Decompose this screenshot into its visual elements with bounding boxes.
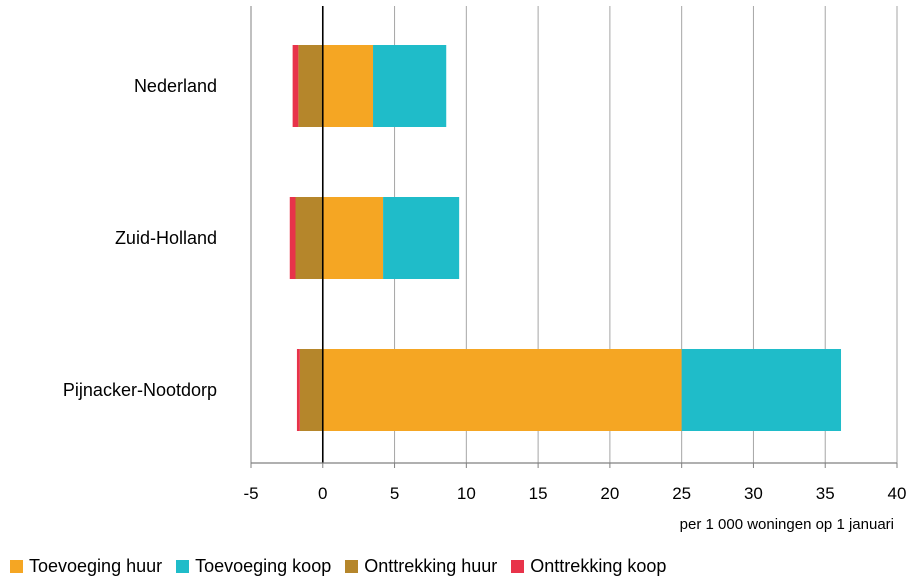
chart: -5 0 5 10 15 20 25 30 35 40 Nederland Zuid-Holland…: [63, 6, 906, 533]
category-labels: Nederland Zuid-Holland Pijnacker-Nootdorp: [63, 76, 217, 400]
x-tick-label: 10: [457, 484, 476, 503]
x-tick-label: 0: [318, 484, 327, 503]
bar-pijnacker-nootdorp-toevoeging-koop: [681, 349, 842, 431]
x-tick-label: 5: [390, 484, 399, 503]
x-tick-label: -5: [243, 484, 258, 503]
bar-nederland-onttrekking-koop: [292, 45, 299, 127]
bar-nederland-toevoeging-koop: [373, 45, 447, 127]
bar-zuid-holland-toevoeging-huur: [322, 197, 384, 279]
legend-item: Onttrekking koop: [511, 556, 666, 577]
bar-pijnacker-nootdorp-toevoeging-huur: [322, 349, 682, 431]
legend-swatch: [10, 559, 23, 573]
bar-zuid-holland-toevoeging-koop: [383, 197, 460, 279]
legend-swatch: [176, 559, 190, 573]
bar-nederland-toevoeging-huur: [322, 45, 374, 127]
legend-swatch: [345, 559, 359, 573]
category-label: Pijnacker-Nootdorp: [63, 380, 217, 400]
legend-item: Toevoeging huur: [10, 556, 162, 577]
legend: Toevoeging huur Toevoeging koop Onttrekkin…: [10, 553, 910, 579]
category-label: Nederland: [134, 76, 217, 96]
bar-pijnacker-nootdorp-onttrekking-huur: [299, 349, 323, 431]
x-tick-label: 15: [529, 484, 548, 503]
legend-item: Onttrekking huur: [345, 556, 497, 577]
x-tick-label: 20: [600, 484, 619, 503]
x-tick-label: 35: [816, 484, 835, 503]
bar-zuid-holland-onttrekking-huur: [295, 197, 323, 279]
bar-zuid-holland-onttrekking-koop: [289, 197, 296, 279]
bar-pijnacker-nootdorp-onttrekking-koop: [296, 349, 300, 431]
x-tick-label: 40: [888, 484, 907, 503]
x-tick-label: 30: [744, 484, 763, 503]
legend-label: Toevoeging koop: [195, 555, 332, 576]
x-axis-label: per 1 000 woningen op 1 januari: [680, 516, 894, 533]
bar-nederland-onttrekking-huur: [298, 45, 323, 127]
legend-label: Onttrekking huur: [364, 555, 498, 576]
legend-label: Onttrekking koop: [530, 555, 667, 576]
category-label: Zuid-Holland: [115, 228, 217, 248]
bars: [289, 45, 842, 431]
legend-label: Toevoeging huur: [29, 555, 163, 576]
legend-item: Toevoeging koop: [176, 556, 331, 577]
legend-swatch: [511, 559, 525, 573]
x-axis-ticks: -5 0 5 10 15 20 25 30 35 40: [243, 463, 906, 503]
x-tick-label: 25: [672, 484, 691, 503]
